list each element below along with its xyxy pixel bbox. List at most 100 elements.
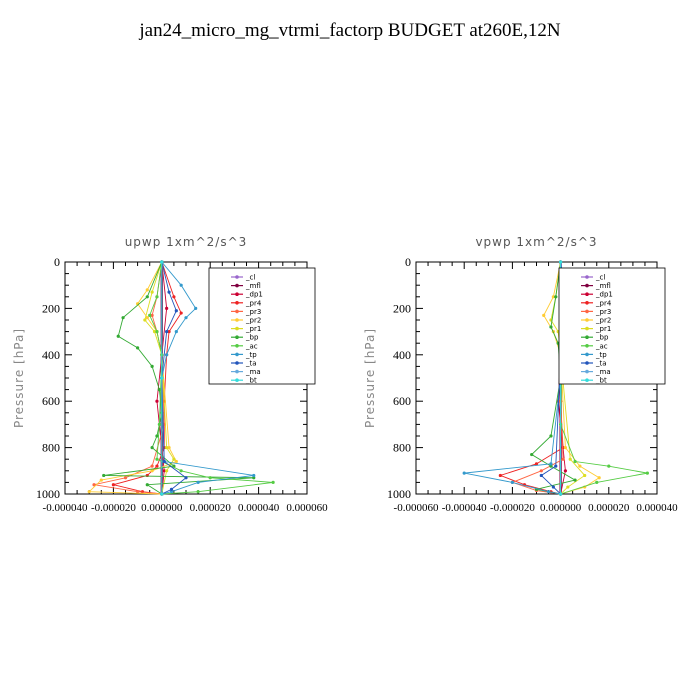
series-marker-ac (196, 490, 200, 494)
legend-marker (585, 369, 589, 374)
series-marker-bp (252, 476, 256, 480)
series-marker-ta (184, 476, 188, 480)
series-marker-bt (160, 492, 164, 496)
y-tick-label: 800 (42, 441, 60, 455)
legend-marker (585, 335, 589, 340)
legend-label: _ta (245, 360, 257, 368)
legend: _cl_mfl_dp1_pr4_pr3_pr2_pr1_bp_ac_tp_ta_… (558, 267, 666, 385)
series-marker-ac (271, 480, 275, 484)
series-marker-bp (549, 434, 553, 438)
series-marker-tp (184, 316, 188, 320)
legend-label: _bp (245, 334, 259, 342)
series-marker-ta (162, 459, 166, 464)
legend-label: _pr3 (595, 308, 611, 316)
series-marker-ta (174, 309, 178, 313)
y-tick-label: 200 (42, 301, 60, 315)
series-marker-tp (165, 353, 169, 357)
series-marker-pr2 (551, 295, 555, 299)
legend-marker (235, 283, 239, 288)
legend-marker (235, 361, 239, 365)
legend-marker (235, 344, 239, 348)
series-marker-bp (150, 364, 154, 368)
series-marker-pr3 (561, 457, 565, 461)
series-marker-pr2 (167, 446, 171, 450)
series-line-ac (149, 261, 274, 495)
series-marker-pr4 (172, 295, 176, 299)
legend-marker (235, 301, 239, 305)
x-tick-label: -0.000040 (442, 502, 487, 514)
series-marker-pr1 (152, 330, 157, 334)
series-line-pr2 (88, 261, 177, 495)
series-marker-bt (559, 492, 563, 496)
legend-marker (585, 309, 589, 314)
series-marker-ta (539, 473, 543, 478)
y-tick-label: 0 (405, 255, 411, 269)
series-marker-ac (607, 464, 611, 468)
series-line-pr3 (93, 261, 165, 495)
legend-label: _pr4 (595, 299, 612, 307)
series-marker-ac (148, 313, 152, 317)
legend-label: _bt (595, 377, 607, 385)
series-marker-ac (155, 330, 159, 334)
x-tick-label: 0.000020 (190, 502, 232, 514)
series-marker-ta (554, 464, 558, 468)
series-marker-pr2 (150, 469, 154, 473)
series-marker-ta (167, 290, 171, 294)
series-marker-tp (174, 330, 178, 334)
series-marker-pr1 (165, 469, 169, 473)
series-marker-bp (155, 434, 159, 438)
legend-box (558, 267, 666, 385)
series-marker-pr3 (123, 476, 128, 480)
series-marker-pr1 (143, 318, 147, 322)
series-marker-pr2 (145, 316, 149, 320)
legend-marker (235, 292, 239, 297)
legend-marker (585, 352, 589, 357)
series-line-tp (161, 261, 254, 495)
legend-label: _tp (595, 351, 607, 359)
series-marker-bp (145, 295, 149, 299)
series-marker-pr2 (174, 459, 178, 464)
series-marker-pr2 (542, 313, 546, 317)
series-marker-pr3 (92, 483, 96, 487)
y-tick-label: 600 (42, 394, 60, 408)
series-marker-ta (551, 485, 555, 489)
series-marker-bp (145, 483, 149, 487)
series-marker-pr3 (150, 313, 154, 317)
legend-marker (235, 352, 239, 357)
series-marker-pr2 (563, 446, 568, 450)
series-marker-pr1 (172, 457, 176, 461)
panel-1: upwp 1xm^2/s^3 Pressure [hPa] 0 200 400 600 80… (12, 235, 328, 514)
legend-marker (235, 369, 239, 374)
series-marker-ac (208, 476, 212, 480)
x-tick-label: -0.000020 (91, 502, 136, 514)
series-marker-pr1 (583, 473, 587, 478)
series-marker-bt (160, 260, 164, 264)
series-marker-pr4 (167, 330, 171, 334)
y-tick-label: 600 (393, 394, 411, 408)
y-tick-label: 1000 (36, 487, 60, 501)
series-marker-pr1 (165, 446, 169, 450)
series-marker-pr2 (578, 464, 582, 468)
x-tick-label: 0.000060 (286, 502, 328, 514)
legend-label: _pr4 (245, 299, 262, 307)
legend-marker (235, 326, 239, 331)
series-marker-dp1 (155, 399, 159, 403)
series-marker-tp (179, 283, 183, 287)
legend-label: _cl (595, 274, 605, 282)
series-marker-pr3 (150, 464, 154, 468)
series-marker-tp (510, 480, 514, 484)
legend-marker (585, 275, 589, 279)
legend-label: _ac (245, 342, 258, 350)
x-tick-label: 0.000040 (238, 502, 280, 514)
series-marker-pr4 (155, 464, 159, 468)
legend-label: _mfl (245, 282, 261, 290)
legend-label: _ac (595, 342, 608, 350)
legend-label: _tp (245, 351, 257, 359)
legend-label: _pr1 (245, 325, 261, 333)
series-group (87, 260, 275, 496)
series-marker-tp (196, 480, 200, 484)
legend-marker (585, 326, 589, 331)
legend-label: _ta (595, 360, 607, 368)
legend-marker (585, 361, 589, 365)
legend-label: _cl (245, 274, 255, 282)
